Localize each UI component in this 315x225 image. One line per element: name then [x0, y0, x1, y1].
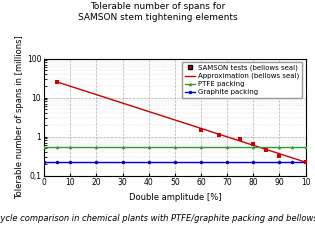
- Y-axis label: Tolerable number of spans in [millions]: Tolerable number of spans in [millions]: [15, 35, 24, 199]
- X-axis label: Double amplitude [%]: Double amplitude [%]: [129, 193, 221, 202]
- Text: Tolerable number of spans for
SAMSON stem tightening elements: Tolerable number of spans for SAMSON ste…: [78, 2, 237, 22]
- Legend: SAMSON tests (bellows seal), Approximation (bellows seal), PTFE packing, Graphit: SAMSON tests (bellows seal), Approximati…: [182, 62, 302, 98]
- Text: Life cycle comparison in chemical plants with PTFE/graphite packing and bellows : Life cycle comparison in chemical plants…: [0, 214, 315, 223]
